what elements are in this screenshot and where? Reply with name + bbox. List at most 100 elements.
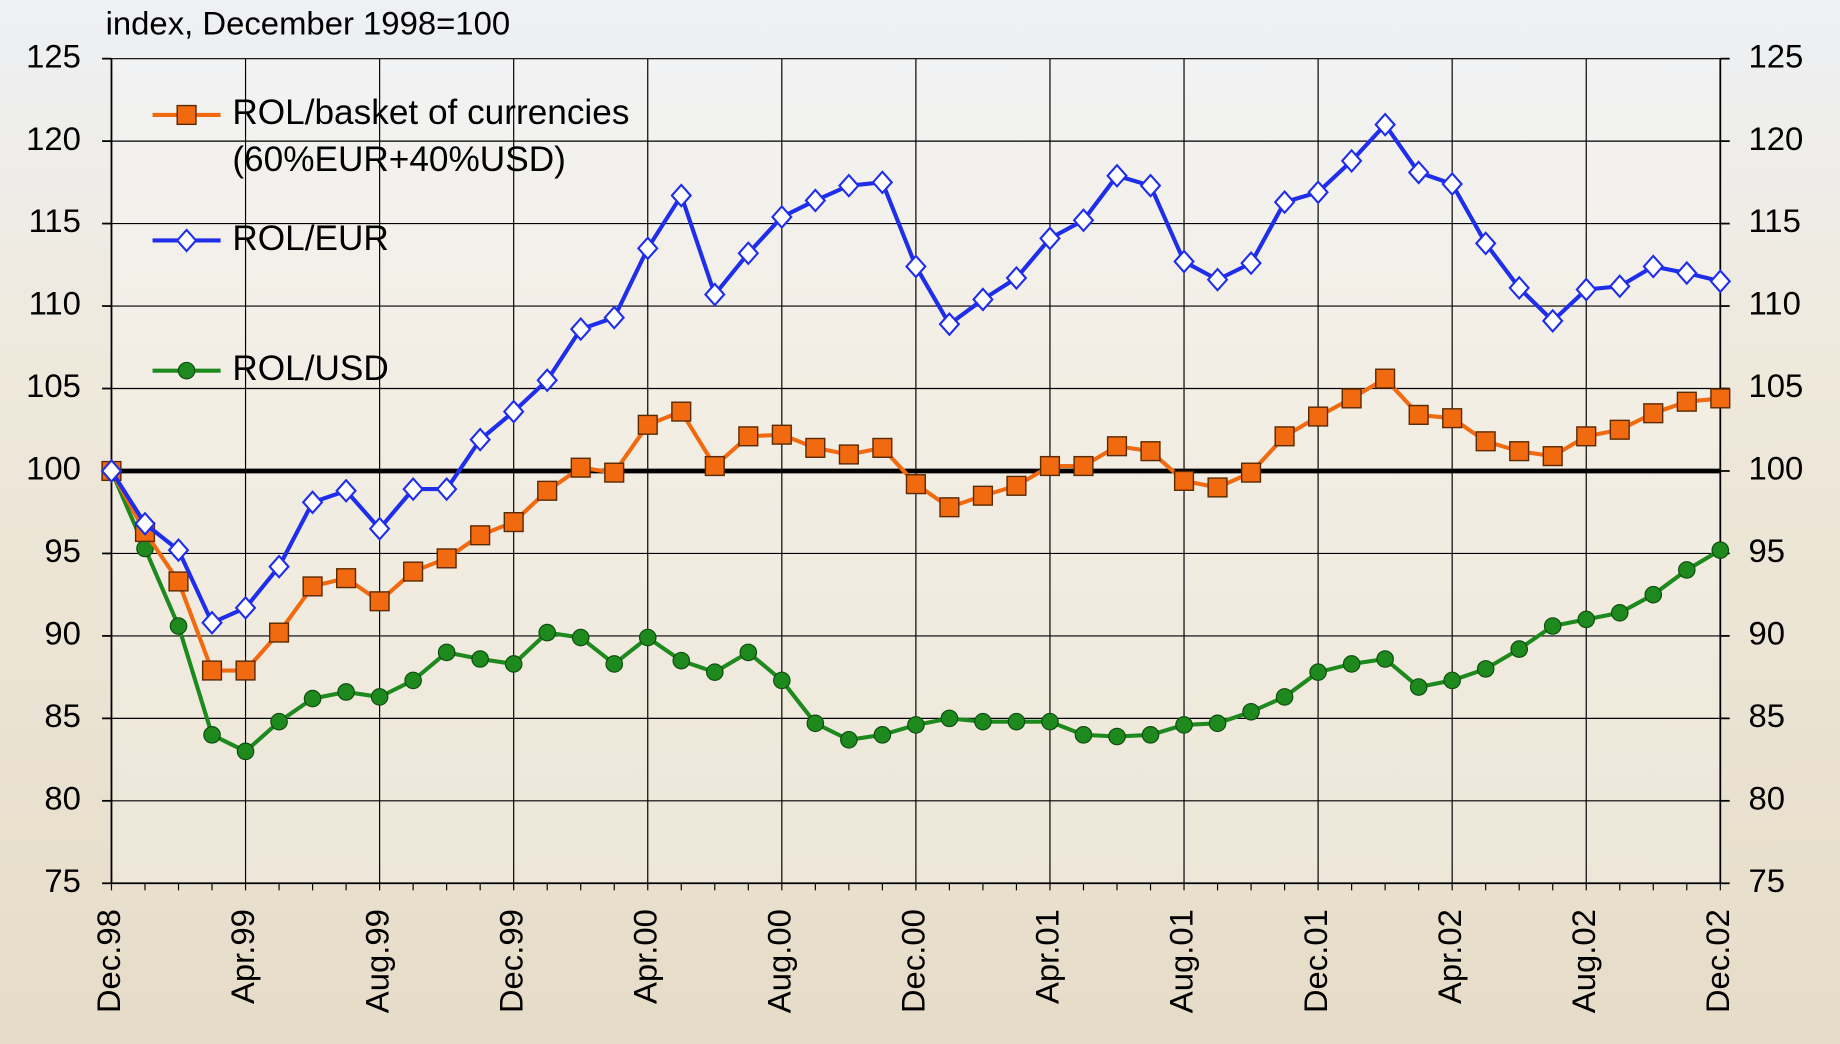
x-tick-label: Aug.00	[760, 909, 797, 1013]
data-point	[1511, 641, 1527, 657]
data-point	[1711, 389, 1730, 408]
y-tick-label: 120	[26, 120, 81, 157]
data-point	[1578, 611, 1594, 627]
data-point	[539, 624, 555, 640]
data-point	[974, 486, 993, 505]
y-tick-label: 75	[44, 862, 81, 899]
x-tick-label: Dec.02	[1699, 909, 1736, 1013]
data-point	[1610, 420, 1629, 439]
data-point	[371, 689, 387, 705]
data-point	[1209, 715, 1225, 731]
data-point	[673, 652, 689, 668]
data-point	[471, 526, 490, 545]
x-tick-label: Dec.00	[895, 909, 932, 1013]
y2-tick-label: 100	[1748, 450, 1803, 487]
data-point	[1075, 727, 1091, 743]
data-point	[1476, 432, 1495, 451]
x-tick-label: Apr.02	[1431, 909, 1468, 1004]
data-point	[806, 438, 825, 457]
data-point	[438, 644, 454, 660]
data-point	[1545, 618, 1561, 634]
y-tick-label: 90	[44, 615, 81, 652]
x-tick-label: Dec.99	[492, 909, 529, 1013]
x-tick-label: Apr.00	[626, 909, 663, 1004]
data-point	[370, 592, 389, 611]
data-point	[1243, 704, 1259, 720]
data-point	[873, 438, 892, 457]
data-point	[1644, 404, 1663, 423]
data-point	[1042, 713, 1058, 729]
data-point	[304, 690, 320, 706]
x-tick-label: Aug.02	[1565, 909, 1602, 1013]
y-tick-label: 95	[44, 532, 81, 569]
y2-tick-label: 125	[1748, 37, 1803, 74]
data-point	[170, 618, 186, 634]
data-point	[405, 672, 421, 688]
data-point	[807, 715, 823, 731]
y2-tick-label: 105	[1748, 367, 1803, 404]
data-point	[1376, 369, 1395, 388]
data-point	[1108, 437, 1127, 456]
data-point	[437, 549, 456, 568]
data-point	[1008, 713, 1024, 729]
data-point	[303, 577, 322, 596]
data-point	[538, 481, 557, 500]
data-point	[1074, 457, 1093, 476]
y2-tick-label: 95	[1748, 532, 1785, 569]
data-point	[1409, 406, 1428, 425]
data-point	[1109, 728, 1125, 744]
data-point	[504, 513, 523, 532]
y2-tick-label: 120	[1748, 120, 1803, 157]
data-point	[672, 402, 691, 421]
x-tick-label: Apr.01	[1029, 909, 1066, 1004]
y-tick-label: 125	[26, 37, 81, 74]
y-tick-label: 115	[29, 202, 81, 239]
data-point	[839, 445, 858, 464]
y-tick-label: 100	[26, 450, 81, 487]
data-point	[404, 562, 423, 581]
data-point	[772, 425, 791, 444]
legend-marker	[177, 106, 196, 125]
data-point	[638, 415, 657, 434]
y2-tick-label: 75	[1748, 862, 1785, 899]
legend-marker	[178, 362, 194, 378]
data-point	[1310, 664, 1326, 680]
data-point	[1342, 389, 1361, 408]
data-point	[1410, 679, 1426, 695]
data-point	[1141, 442, 1160, 461]
y2-tick-label: 110	[1748, 285, 1800, 322]
data-point	[1612, 605, 1628, 621]
data-point	[1645, 586, 1661, 602]
data-point	[573, 629, 589, 645]
data-point	[1175, 471, 1194, 490]
data-point	[1276, 689, 1292, 705]
data-point	[1577, 427, 1596, 446]
data-point	[203, 661, 222, 680]
data-point	[505, 656, 521, 672]
x-tick-label: Aug.01	[1163, 909, 1200, 1013]
data-point	[1242, 463, 1261, 482]
data-point	[1477, 661, 1493, 677]
y2-tick-label: 90	[1748, 615, 1785, 652]
data-point	[204, 727, 220, 743]
data-point	[1712, 542, 1728, 558]
data-point	[1679, 562, 1695, 578]
subtitle: index, December 1998=100	[106, 4, 511, 41]
data-point	[271, 713, 287, 729]
data-point	[1444, 672, 1460, 688]
data-point	[1543, 447, 1562, 466]
data-point	[270, 623, 289, 642]
data-point	[571, 458, 590, 477]
data-point	[1343, 656, 1359, 672]
data-point	[169, 572, 188, 591]
data-point	[1510, 442, 1529, 461]
data-point	[338, 684, 354, 700]
data-point	[841, 732, 857, 748]
data-point	[1275, 427, 1294, 446]
data-point	[975, 713, 991, 729]
data-point	[1176, 717, 1192, 733]
data-point	[874, 727, 890, 743]
data-point	[707, 664, 723, 680]
y2-tick-label: 85	[1748, 697, 1785, 734]
x-tick-label: Dec.98	[90, 909, 127, 1013]
